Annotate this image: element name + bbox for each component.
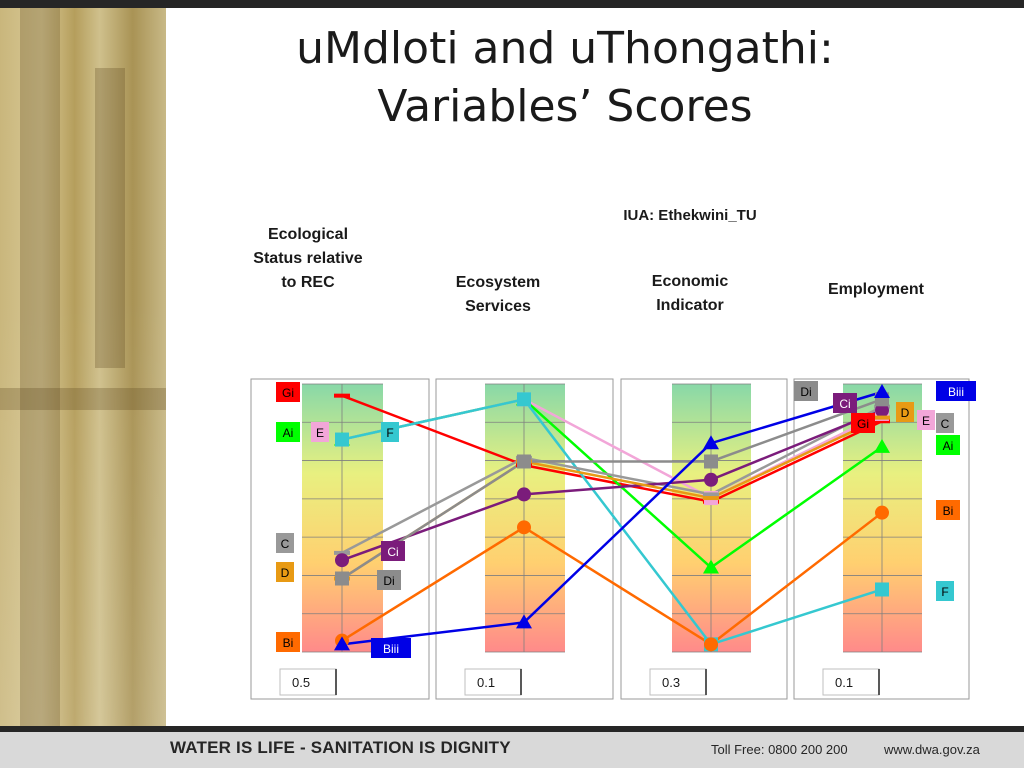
weight-label: 0.5 bbox=[292, 675, 310, 690]
left-label-D: D bbox=[281, 566, 290, 580]
left-label-F: F bbox=[386, 426, 393, 440]
left-label-box-E bbox=[311, 422, 329, 442]
point-Di-1 bbox=[335, 571, 349, 586]
series-line-Di bbox=[341, 398, 883, 580]
right-label-Bi: Bi bbox=[943, 504, 954, 518]
weight-label: 0.1 bbox=[477, 675, 495, 690]
footer-bar bbox=[0, 726, 1024, 768]
right-label-box-Ci bbox=[833, 393, 857, 413]
point-Biii-3 bbox=[703, 435, 719, 450]
footer-phone: Toll Free: 0800 200 200 bbox=[711, 742, 848, 757]
series-line-F bbox=[341, 397, 883, 646]
point-Biii-4 bbox=[874, 384, 890, 398]
point-C-3 bbox=[703, 492, 719, 497]
left-label-box-Biii bbox=[371, 638, 411, 658]
point-D-4 bbox=[874, 415, 890, 420]
right-label-box-Bi bbox=[936, 500, 960, 520]
series-line-Biii bbox=[341, 390, 883, 646]
panel-gradient-band bbox=[485, 384, 565, 652]
left-label-Di: Di bbox=[383, 574, 394, 588]
right-label-Gi: Gi bbox=[857, 417, 869, 431]
panel-header-ecosystem: Ecosystem Services bbox=[455, 274, 541, 315]
left-label-box-Gi bbox=[276, 382, 300, 402]
point-Biii-2 bbox=[516, 614, 532, 629]
iua-label: IUA: Ethekwini_TU bbox=[623, 207, 757, 224]
side-photo bbox=[0, 8, 166, 726]
series-line-Ci bbox=[341, 409, 883, 562]
point-Bi-2 bbox=[517, 520, 531, 535]
left-label-box-D bbox=[276, 562, 294, 582]
slide-title-line1: uMdloti and uThongathi: bbox=[296, 23, 834, 74]
point-Bi-4 bbox=[875, 505, 889, 520]
weight-label: 0.3 bbox=[662, 675, 680, 690]
panel-header-employment: Employment bbox=[827, 281, 924, 298]
right-label-box-C bbox=[936, 413, 954, 433]
right-label-Di: Di bbox=[800, 385, 811, 399]
footer-slogan: WATER IS LIFE - SANITATION IS DIGNITY bbox=[170, 738, 511, 757]
left-label-box-Ai bbox=[276, 422, 300, 442]
left-label-box-C bbox=[276, 533, 294, 553]
weight-box bbox=[822, 668, 880, 696]
left-label-Bi: Bi bbox=[283, 636, 294, 650]
right-label-box-Di bbox=[794, 381, 818, 401]
point-Biii-1 bbox=[334, 636, 350, 651]
left-label-Biii: Biii bbox=[383, 642, 399, 656]
slide-title: uMdloti and uThongathi: Variables’ Score… bbox=[230, 20, 900, 136]
right-label-E: E bbox=[922, 414, 930, 428]
point-Bi-3 bbox=[704, 637, 718, 652]
right-label-box-Gi bbox=[851, 413, 875, 433]
left-label-box-Bi bbox=[276, 632, 300, 652]
point-C-1 bbox=[334, 550, 350, 555]
point-Ci-1 bbox=[335, 553, 349, 568]
panel-header-economic: Economic Indicator bbox=[651, 273, 729, 314]
weight-box bbox=[464, 668, 522, 696]
point-Gi-1 bbox=[334, 393, 350, 398]
point-Ci-4 bbox=[875, 403, 889, 418]
left-label-E: E bbox=[316, 426, 324, 440]
top-bar bbox=[0, 0, 1024, 8]
left-label-Ai: Ai bbox=[283, 426, 294, 440]
point-Ci-3 bbox=[704, 472, 718, 487]
series-line-Bi bbox=[341, 511, 883, 646]
panel-gradient-band bbox=[672, 384, 751, 652]
right-label-box-Ai bbox=[936, 435, 960, 455]
footer-website: www.dwa.gov.za bbox=[884, 742, 980, 757]
weight-box bbox=[279, 668, 337, 696]
left-label-box-F bbox=[381, 422, 399, 442]
left-label-box-Ci bbox=[381, 541, 405, 561]
right-label-Biii: Biii bbox=[948, 385, 964, 399]
left-label-C: C bbox=[281, 537, 290, 551]
right-label-F: F bbox=[941, 585, 948, 599]
right-label-box-E bbox=[917, 410, 935, 430]
point-D-3 bbox=[703, 496, 719, 501]
point-Ai-3 bbox=[703, 559, 719, 574]
point-Ai-4 bbox=[874, 438, 890, 453]
slide-title-line2: Variables’ Scores bbox=[377, 81, 753, 132]
panel-header-ecological: Ecological Status relative to REC bbox=[253, 226, 363, 291]
point-Ci-2 bbox=[517, 487, 531, 502]
right-label-box-F bbox=[936, 581, 954, 601]
right-label-C: C bbox=[941, 417, 950, 431]
point-F-4 bbox=[875, 582, 889, 597]
series-line-C bbox=[341, 405, 883, 555]
right-label-box-D bbox=[896, 402, 914, 422]
point-Gi-4 bbox=[874, 419, 890, 424]
point-F-2 bbox=[517, 392, 531, 407]
right-label-Ai: Ai bbox=[943, 439, 954, 453]
weight-label: 0.1 bbox=[835, 675, 853, 690]
left-label-Ci: Ci bbox=[387, 545, 398, 559]
left-label-box-Di bbox=[377, 570, 401, 590]
point-Di-3 bbox=[704, 454, 718, 469]
left-label-Gi: Gi bbox=[282, 386, 294, 400]
point-F-1 bbox=[335, 432, 349, 447]
point-Di-2 bbox=[517, 454, 531, 469]
right-label-D: D bbox=[901, 406, 910, 420]
right-label-box-Biii bbox=[936, 381, 976, 401]
weight-box bbox=[649, 668, 707, 696]
right-label-Ci: Ci bbox=[839, 397, 850, 411]
